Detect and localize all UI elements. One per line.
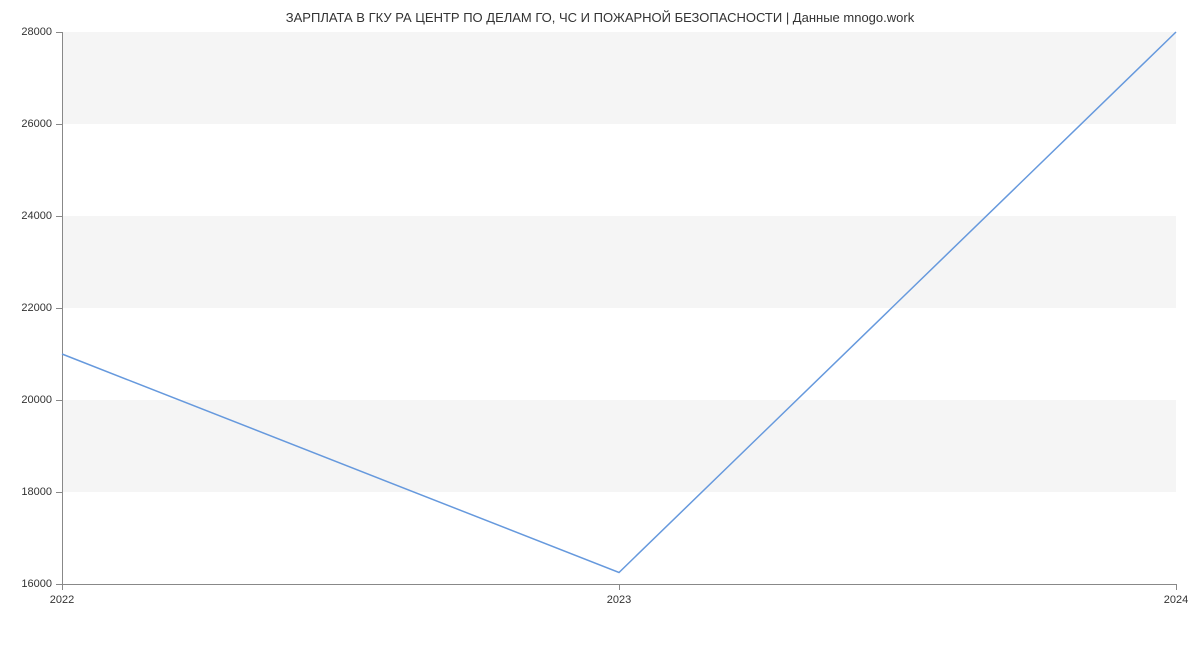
- y-tick-label: 28000: [21, 26, 52, 38]
- x-tick-label: 2023: [607, 594, 631, 606]
- salary-line-chart: ЗАРПЛАТА В ГКУ РА ЦЕНТР ПО ДЕЛАМ ГО, ЧС …: [0, 0, 1200, 650]
- chart-title: ЗАРПЛАТА В ГКУ РА ЦЕНТР ПО ДЕЛАМ ГО, ЧС …: [0, 10, 1200, 25]
- x-tick: [1176, 584, 1177, 590]
- series-line: [62, 32, 1176, 573]
- x-tick-label: 2024: [1164, 594, 1188, 606]
- y-tick-label: 22000: [21, 302, 52, 314]
- x-tick: [619, 584, 620, 590]
- x-tick-label: 2022: [50, 594, 74, 606]
- data-line: [62, 32, 1176, 584]
- y-tick-label: 24000: [21, 210, 52, 222]
- y-tick-label: 18000: [21, 486, 52, 498]
- y-tick-label: 20000: [21, 394, 52, 406]
- x-tick: [62, 584, 63, 590]
- plot-area: 1600018000200002200024000260002800020222…: [62, 32, 1176, 584]
- y-tick-label: 16000: [21, 578, 52, 590]
- y-tick-label: 26000: [21, 118, 52, 130]
